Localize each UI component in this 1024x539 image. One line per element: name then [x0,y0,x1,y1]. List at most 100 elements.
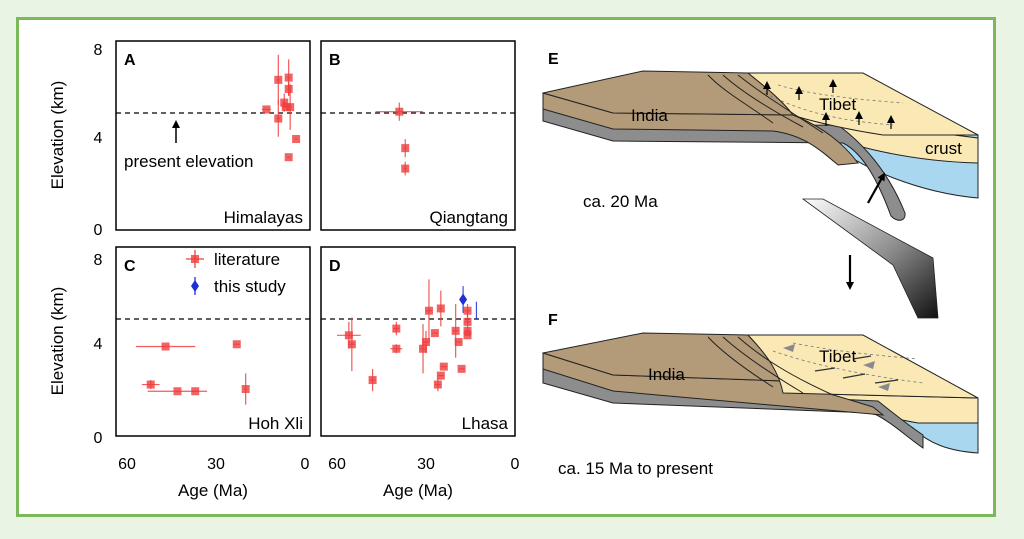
panel-c-lit-4-marker [232,340,241,349]
detached-slab [801,198,939,319]
panel-a-lit-7-marker [286,103,295,112]
x-axis-label-left: Age (Ma) [178,481,248,500]
panel-d-lit-9-marker [433,380,442,389]
diagram-f-age: ca. 15 Ma to present [558,459,713,478]
panel-d-lit-14-marker [454,338,463,347]
panel-d-lit-7-marker [424,306,433,315]
strike-slip-fault-3 [874,379,899,384]
panel-label-b: B [329,52,341,69]
strike-slip-fault-4 [852,355,872,360]
panel-a-lit-0-marker [262,105,271,114]
diagram-e-label: E [548,51,559,68]
panel-d-lit-10-marker [436,371,445,380]
legend-literature-label: literature [214,250,280,269]
diagram-f-tibet-top [746,334,979,399]
panel-c-lit-2-marker [173,387,182,396]
diagram-f-india: India [648,365,685,384]
panel-d-lit-4-marker [392,344,401,353]
motion-arrow-2 [863,361,875,369]
panel-d-lit-15-marker [457,364,466,373]
diagram-f-fault-dashed-2 [792,342,919,360]
data-points-layer [135,54,478,405]
diagram-e-india-face [542,92,859,166]
diagram-e-crust: crust [925,139,962,158]
diagram-e-fault-dashed-1 [764,92,894,126]
panel-d-lit-19-marker [463,331,472,340]
region-label-lhasa: Lhasa [462,414,509,433]
panel-a-lit-9-marker [292,135,301,143]
xtick-left-60: 60 [118,456,136,473]
legend-this-study-marker [191,280,199,292]
panel-a-lit-8-marker [284,153,293,162]
panel-d-lit-6-marker [422,338,430,347]
panel-a-lit-6-marker [284,84,293,93]
xtick-left-0: 0 [301,456,310,473]
panel-c-lit-1-marker [146,380,155,389]
panel-label-c: C [124,258,136,275]
panel-d-lit-11-marker [436,304,445,313]
xtick-left-30: 30 [207,456,225,473]
diagram-e-thrust-1 [707,74,774,124]
diagram-e-age: ca. 20 Ma [583,192,658,211]
present-elevation-label: present elevation [124,152,253,171]
panel-d-lit-18-marker [463,326,472,335]
panel-d-lit-1-marker [347,340,356,349]
y-axis-label-top: Elevation (km) [48,81,67,190]
diagram-e-india: India [631,106,668,125]
panel-a-frame [115,40,311,231]
motion-arrow-3 [878,383,890,391]
panel-b-lit-0-marker [395,107,404,116]
ytick-top-4: 4 [94,130,103,147]
diagram-f-strike-slip-faults [814,355,899,384]
diagram-e: E India Tibet crust ca. 20 [542,51,979,221]
legend-literature-marker [191,255,199,263]
diagram-e-slab-arrow [867,172,885,204]
y-axis-label-bottom: Elevation (km) [48,287,67,396]
panel-c-lit-0-marker [161,342,170,351]
diagram-e-lithosphere [542,92,906,221]
panel-d-lit-8-marker [430,329,439,338]
panel-d-lit-16-marker [463,306,472,315]
x-axis-label-right: Age (Ma) [383,481,453,500]
legend: literature this study [186,250,286,296]
diagram-f-thrust-3 [737,336,834,396]
panel-a-lit-4-marker [281,103,290,112]
panel-d-lit-0-marker [344,331,353,340]
panel-d-lit-12-marker [439,362,448,371]
diagram-e-fault-dashed-2 [777,84,904,104]
diagram-f-thrust-1 [707,336,774,388]
panel-d-lit-13-marker [451,326,460,335]
panel-label-a: A [124,52,136,69]
diagram-f-tibet: Tibet [819,347,856,366]
figure-frame: A B C D Himalayas Qiangtang Hoh Xli Lhas… [16,17,996,517]
panel-d-lit-3-marker [392,324,401,333]
diagram-f: F India Tibet ca. 15 Ma to present [542,312,979,478]
diagram-f-label: F [548,312,558,329]
diagram-e-thrust-3 [737,74,824,134]
panel-a-lit-2-marker [274,114,283,123]
motion-arrow-1 [783,344,795,352]
xtick-right-0: 0 [511,456,520,473]
panel-d-lit-2-marker [368,376,377,385]
panel-d-frame [320,246,516,437]
panel-c-frame [115,246,311,437]
panel-a-lit-5-marker [284,73,293,82]
diagram-f-motion-arrows [783,344,890,391]
panel-a-lit-1-marker [274,75,283,84]
xtick-right-30: 30 [417,456,435,473]
xtick-right-60: 60 [328,456,346,473]
panel-d-lit-17-marker [463,317,472,326]
panel-a-lit-3-marker [280,98,289,107]
ytick-top-8: 8 [94,42,103,59]
panel-c-lit-5-marker [241,385,250,394]
panel-b-lit-1-marker [401,144,410,153]
panel-d-study-0-marker [459,293,468,306]
panel-d-lit-5-marker [419,344,428,353]
diagram-f-thrust-2 [722,336,804,394]
region-label-qiangtang: Qiangtang [430,208,508,227]
diagram-f-fault-dashed-1 [772,350,924,384]
diagram-e-tibet: Tibet [819,95,856,114]
detached-slab-body [801,198,939,319]
panel-label-d: D [329,258,341,275]
panel-c-lit-3-marker [191,387,200,396]
